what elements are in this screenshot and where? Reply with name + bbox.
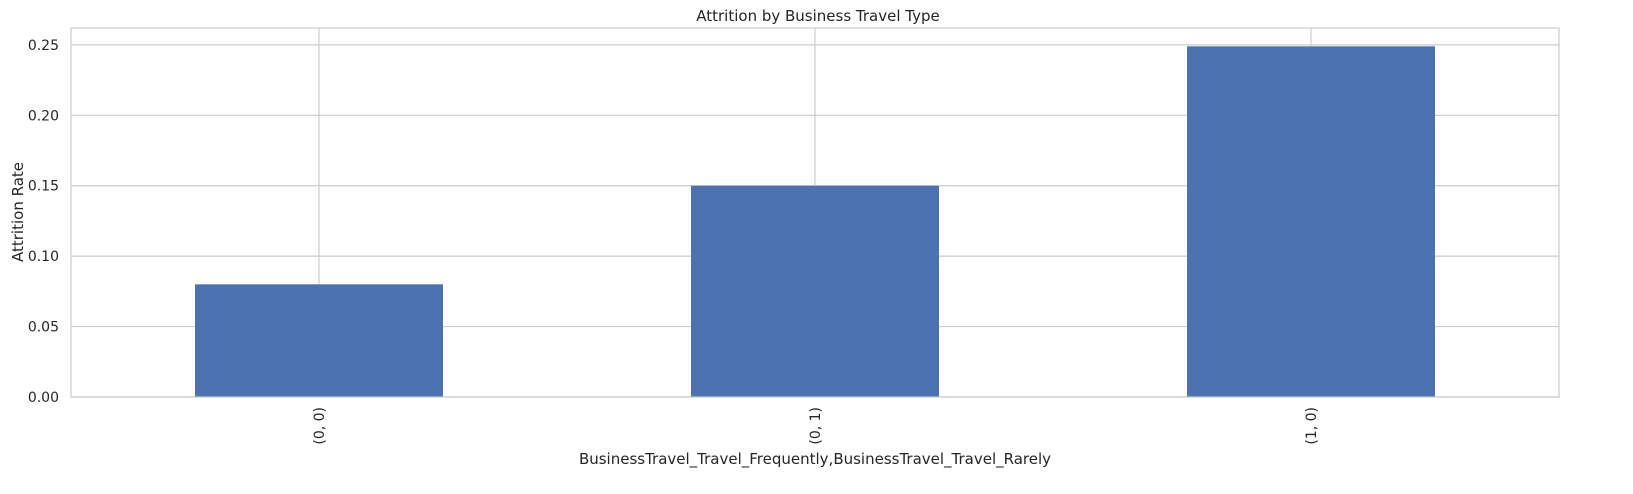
- x-axis-label: BusinessTravel_Travel_Frequently,Busines…: [579, 450, 1051, 469]
- y-axis-label: Attrition Rate: [9, 162, 27, 262]
- plot-frame: [70, 27, 1560, 398]
- bars: [195, 46, 1435, 397]
- bar: [691, 185, 939, 397]
- y-tick-label: 0.05: [28, 320, 59, 336]
- y-tick-label: 0.25: [28, 38, 59, 54]
- x-tick-labels: (0, 0) (0, 1) (1, 0): [312, 407, 1320, 445]
- y-tick-labels: 0.00 0.05 0.10 0.15 0.20 0.25: [28, 38, 59, 406]
- y-tick-label: 0.10: [28, 249, 59, 265]
- y-tick-label: 0.00: [28, 390, 59, 406]
- bar: [1187, 46, 1435, 397]
- y-tick-label: 0.20: [28, 108, 59, 124]
- bar: [195, 284, 443, 397]
- chart-title: Attrition by Business Travel Type: [696, 7, 940, 25]
- y-tick-label: 0.15: [28, 179, 59, 195]
- x-tick-label: (1, 0): [1304, 407, 1320, 445]
- x-tick-label: (0, 0): [312, 407, 328, 445]
- x-tick-label: (0, 1): [808, 407, 824, 445]
